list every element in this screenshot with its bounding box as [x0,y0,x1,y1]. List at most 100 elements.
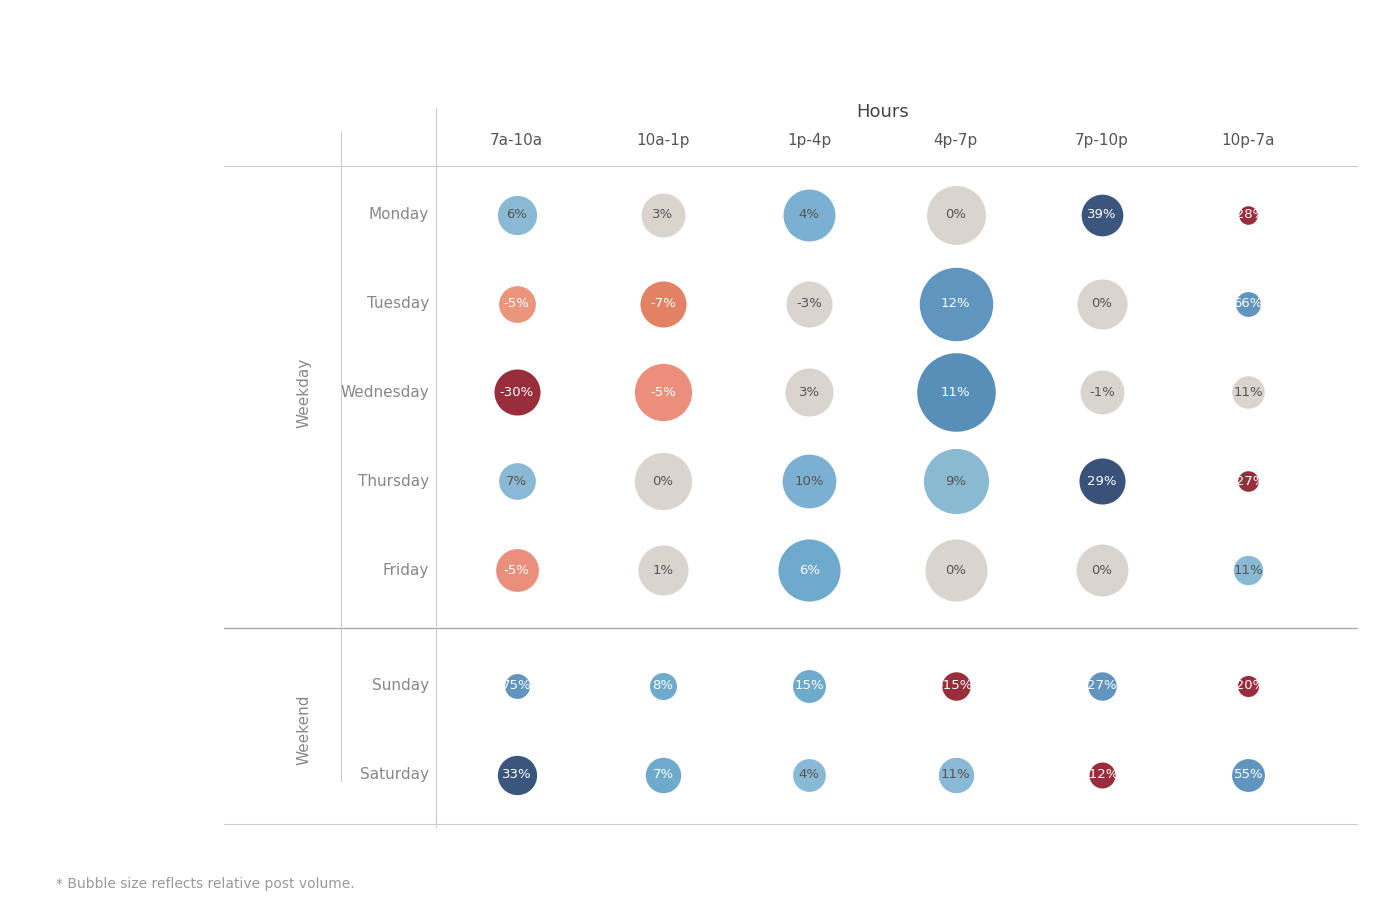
Text: Monday: Monday [368,207,428,222]
Text: 0%: 0% [1092,297,1113,310]
Text: 10p-7a: 10p-7a [1222,133,1275,148]
Point [505,474,528,489]
Text: 7p-10p: 7p-10p [1075,133,1128,148]
Text: Hours: Hours [855,104,909,122]
Text: Wednesday: Wednesday [340,385,428,400]
Point [945,474,967,489]
Point [652,208,675,222]
Point [1238,474,1260,489]
Text: -27%: -27% [1231,475,1266,488]
Text: 4p-7p: 4p-7p [934,133,977,148]
Text: 29%: 29% [1088,475,1117,488]
Text: 1%: 1% [652,563,673,577]
Text: -5%: -5% [504,297,529,310]
Point [798,296,820,310]
Text: * Bubble size reflects relative post volume.: * Bubble size reflects relative post vol… [56,877,354,891]
Text: Weekend: Weekend [297,695,312,766]
Text: 0%: 0% [945,563,966,577]
Text: 0%: 0% [945,208,966,221]
Text: 39%: 39% [1088,208,1117,221]
Point [1091,474,1113,489]
Text: 7%: 7% [652,769,673,781]
Text: 27%: 27% [1088,680,1117,692]
Text: 0%: 0% [1092,563,1113,577]
Point [652,679,675,693]
Point [1091,563,1113,578]
Text: 10%: 10% [795,475,825,488]
Text: 9%: 9% [945,475,966,488]
Point [945,679,967,693]
Text: -28%: -28% [1231,208,1266,221]
Text: 66%: 66% [1233,297,1263,310]
Text: Weekday: Weekday [297,357,312,428]
Point [798,385,820,400]
Point [652,296,675,310]
Point [652,385,675,400]
Point [505,768,528,782]
Text: 6%: 6% [507,208,528,221]
Point [1091,208,1113,222]
Point [505,296,528,310]
Point [1238,208,1260,222]
Point [652,768,675,782]
Text: 3%: 3% [799,386,820,399]
Text: 12%: 12% [941,297,970,310]
Text: 15%: 15% [794,680,825,692]
Text: -20%: -20% [1231,680,1266,692]
Text: -7%: -7% [650,297,676,310]
Point [1091,385,1113,400]
Text: 8%: 8% [652,680,673,692]
Text: Sunday: Sunday [372,679,428,693]
Text: -3%: -3% [797,297,822,310]
Text: -1%: -1% [1089,386,1114,399]
Text: -5%: -5% [504,563,529,577]
Point [945,296,967,310]
Text: 75%: 75% [501,680,532,692]
Text: 4%: 4% [799,769,820,781]
Text: -15%: -15% [938,680,973,692]
Point [652,563,675,578]
Point [798,768,820,782]
Text: -5%: -5% [650,386,676,399]
Point [1238,679,1260,693]
Point [945,768,967,782]
Text: Tuesday: Tuesday [367,296,428,311]
Text: 7a-10a: 7a-10a [490,133,543,148]
Point [505,563,528,578]
Point [1091,768,1113,782]
Point [798,474,820,489]
Text: 11%: 11% [1233,563,1263,577]
Text: 6%: 6% [799,563,820,577]
Point [798,679,820,693]
Text: 4%: 4% [799,208,820,221]
Point [945,208,967,222]
Point [1238,385,1260,400]
Point [1238,296,1260,310]
Text: 0%: 0% [652,475,673,488]
Point [1091,679,1113,693]
Text: 7%: 7% [505,475,528,488]
Text: 10a-1p: 10a-1p [636,133,690,148]
Point [945,563,967,578]
Text: -12%: -12% [1085,769,1119,781]
Point [945,385,967,400]
Point [798,208,820,222]
Text: 55%: 55% [1233,769,1263,781]
Point [505,385,528,400]
Text: 3%: 3% [652,208,673,221]
Point [1238,563,1260,578]
Point [1238,768,1260,782]
Point [798,563,820,578]
Text: Friday: Friday [382,562,428,578]
Point [505,208,528,222]
Point [652,474,675,489]
Text: 11%: 11% [941,386,970,399]
Point [1091,296,1113,310]
Text: 11%: 11% [941,769,970,781]
Text: Thursday: Thursday [358,473,428,489]
Text: 33%: 33% [501,769,532,781]
Text: 1p-4p: 1p-4p [787,133,832,148]
Text: 11%: 11% [1233,386,1263,399]
Point [505,679,528,693]
Text: -30%: -30% [500,386,533,399]
